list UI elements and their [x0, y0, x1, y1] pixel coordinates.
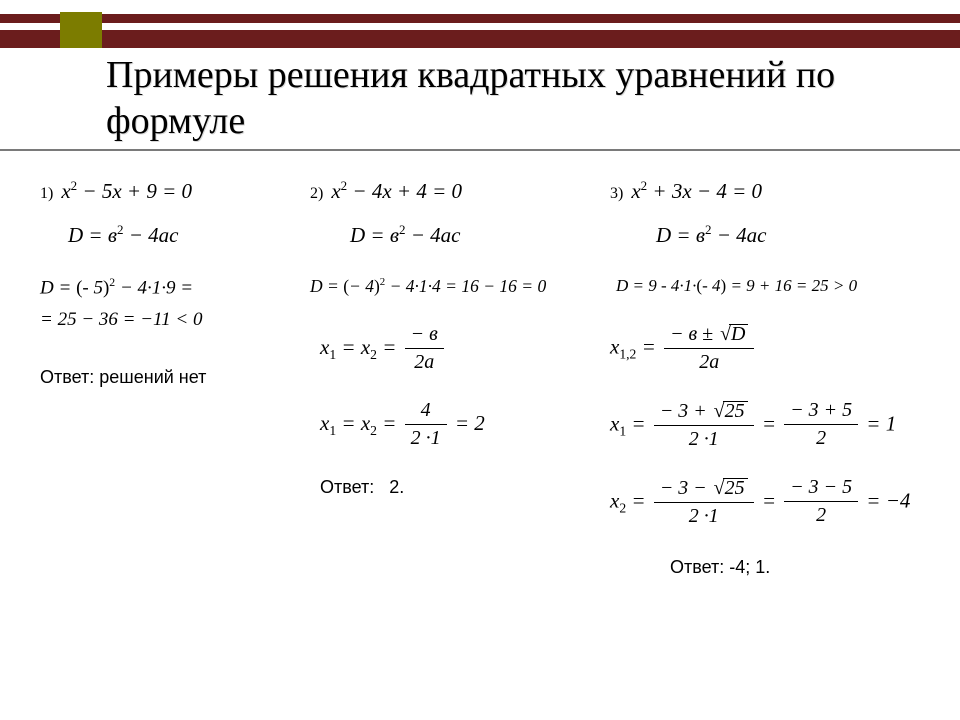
header-stripe-thick: [0, 30, 960, 48]
answer-label: Ответ:: [670, 557, 724, 577]
problem-2-root-calc: x1 = x2 = 4 2 ·1 = 2: [320, 401, 610, 449]
header-accent-square: [60, 12, 102, 48]
problem-1-discriminant-formula: D = в2 − 4ac: [68, 222, 310, 248]
problem-2-equation: x2 − 4x + 4 = 0: [331, 178, 462, 204]
header-stripe-thin: [0, 14, 960, 23]
problem-3-answer-value: -4; 1.: [729, 557, 770, 577]
problem-2-disc-calc: D = (− 4)2 − 4·1·4 = 16 − 16 = 0: [310, 276, 610, 297]
problem-2-root-formula: x1 = x2 = − в 2a: [320, 325, 610, 373]
problem-1-equation: x2 − 5x + 9 = 0: [61, 178, 192, 204]
problem-1-disc-line2: = 25 − 36 = −11 < 0: [40, 309, 310, 331]
problem-1-answer: Ответ: решений нет: [40, 367, 310, 388]
problem-3-general-root: x1,2 = − в ± D 2а: [610, 324, 930, 373]
problem-2: 2) x2 − 4x + 4 = 0 D = в2 − 4ac D = (− 4…: [310, 178, 610, 578]
problem-3-answer: Ответ: -4; 1.: [670, 557, 930, 578]
problem-1: 1) x2 − 5x + 9 = 0 D = в2 − 4ac D = (- 5…: [40, 178, 310, 578]
problem-2-answer-value: 2.: [389, 477, 404, 497]
problem-3-disc-calc: D = 9 - 4·1·(- 4) = 9 + 16 = 25 > 0: [616, 276, 930, 296]
problem-1-answer-value: решений нет: [99, 367, 206, 387]
problem-2-answer: Ответ: 2.: [320, 477, 610, 498]
problem-3-number: 3): [610, 185, 623, 203]
problem-2-discriminant-formula: D = в2 − 4ac: [350, 222, 610, 248]
title-underline: [0, 149, 960, 151]
problem-3-equation: x2 + 3x − 4 = 0: [631, 178, 762, 204]
problem-3-x2: x2 = − 3 − 25 2 ·1 = − 3 − 5 2 = −4: [610, 478, 930, 527]
problem-1-number: 1): [40, 185, 53, 203]
answer-label: Ответ:: [40, 367, 94, 387]
page-title: Примеры решения квадратных уравнений по …: [106, 52, 920, 145]
problem-3-x1: x1 = − 3 + 25 2 ·1 = − 3 + 5 2 = 1: [610, 401, 930, 450]
problem-1-disc-line1: D = (- 5)2 − 4·1·9 =: [40, 276, 310, 299]
problem-3-discriminant-formula: D = в2 − 4ac: [656, 222, 930, 248]
problem-2-number: 2): [310, 185, 323, 203]
answer-label: Ответ:: [320, 477, 374, 497]
problem-3: 3) x2 + 3x − 4 = 0 D = в2 − 4ac D = 9 - …: [610, 178, 930, 578]
problems-grid: 1) x2 − 5x + 9 = 0 D = в2 − 4ac D = (- 5…: [40, 178, 930, 578]
